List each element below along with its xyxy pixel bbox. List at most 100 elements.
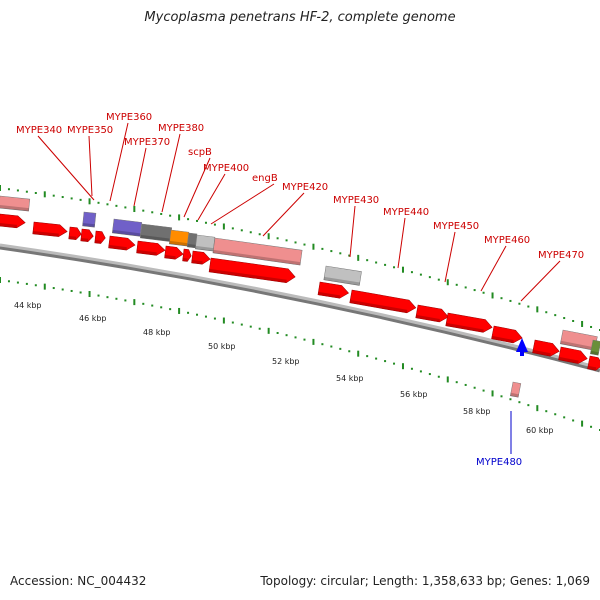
kbp-tick-label: 60 kbp bbox=[526, 426, 554, 435]
inner-ring-tick bbox=[240, 323, 243, 326]
outer-ring-tick bbox=[455, 283, 458, 286]
inner-ring-tick bbox=[482, 389, 485, 392]
outer-ring-tick bbox=[213, 223, 216, 226]
inner-ring-tick bbox=[231, 321, 234, 324]
outer-ring-tick bbox=[527, 305, 530, 308]
outer-ring-tick bbox=[151, 211, 154, 214]
outer-ring-tick bbox=[249, 231, 252, 234]
feature-cds bbox=[94, 230, 106, 244]
outer-ring-tick bbox=[410, 271, 413, 274]
inner-ring-tick bbox=[61, 288, 64, 291]
outer-ring-tick bbox=[7, 188, 10, 191]
kbp-tick-label: 54 kbp bbox=[336, 374, 364, 383]
gene-label: MYPE480 bbox=[476, 457, 522, 468]
feature-blue-arrow bbox=[516, 338, 528, 356]
outer-ring-tick bbox=[401, 266, 404, 273]
outer-ring-tick bbox=[428, 276, 431, 279]
inner-ring-tick bbox=[70, 289, 73, 292]
leader-line bbox=[349, 205, 356, 258]
leader-line bbox=[480, 245, 507, 292]
outer-ring-tick bbox=[240, 229, 243, 232]
gene-labels: MYPE340 MYPE350 MYPE360 MYPE370 MYPE380 scpB M… bbox=[16, 112, 584, 468]
outer-ring-tick bbox=[124, 206, 127, 209]
feature-cds bbox=[558, 346, 588, 364]
inner-ring-tick bbox=[563, 416, 566, 419]
feature-cds bbox=[445, 312, 493, 333]
feature-cds bbox=[164, 245, 184, 260]
inner-ring-tick bbox=[169, 308, 172, 311]
accession-text: Accession: NC_004432 bbox=[10, 574, 147, 588]
inner-ring-tick bbox=[7, 280, 10, 283]
feature-purple bbox=[82, 211, 97, 228]
gene-label: MYPE460 bbox=[484, 235, 530, 246]
inner-ring-tick bbox=[88, 291, 91, 298]
inner-ring-tick bbox=[384, 360, 387, 363]
feature-cds bbox=[532, 339, 560, 357]
inner-ring-tick bbox=[527, 404, 530, 407]
outer-ring-tick bbox=[187, 218, 190, 221]
outer-ring-tick bbox=[0, 185, 1, 191]
outer-ring-tick bbox=[204, 221, 207, 224]
inner-ring-tick bbox=[321, 343, 324, 346]
inner-ring-tick bbox=[124, 299, 127, 302]
inner-ring-tick bbox=[348, 350, 351, 353]
outer-ring-tick bbox=[321, 247, 324, 250]
kbp-tick-label: 50 kbp bbox=[208, 342, 236, 351]
outer-ring-tick bbox=[70, 197, 73, 200]
leader-line bbox=[161, 133, 181, 213]
kbp-tick-label: 46 kbp bbox=[79, 314, 107, 323]
feature-cds bbox=[108, 235, 136, 251]
outer-ring-tick bbox=[79, 198, 82, 201]
inner-ring-tick bbox=[213, 317, 216, 320]
feature-cds bbox=[491, 325, 523, 344]
kbp-scale-labels: 44 kbp 46 kbp 48 kbp 50 kbp 52 kbp 54 kbp 56 k… bbox=[14, 301, 554, 435]
outer-ring-tick bbox=[464, 286, 467, 289]
outer-ring-tick bbox=[133, 206, 136, 213]
outer-ring-tick bbox=[160, 212, 163, 215]
leader-line bbox=[444, 231, 456, 283]
inner-ring-tick bbox=[393, 362, 396, 365]
inner-ring-tick bbox=[258, 327, 261, 330]
inner-ring-tick bbox=[204, 315, 207, 318]
outer-ring-tick bbox=[276, 237, 279, 240]
feature-cds bbox=[208, 257, 296, 283]
feature-cds bbox=[68, 226, 82, 240]
inner-ring-tick bbox=[16, 281, 19, 284]
inner-ring-tick bbox=[160, 306, 163, 309]
outer-ring-tick bbox=[446, 279, 449, 286]
kbp-tick-label: 48 kbp bbox=[143, 328, 171, 337]
outer-ring-tick bbox=[97, 201, 100, 204]
outer-ring-tick bbox=[473, 289, 476, 292]
inner-ring-tick bbox=[52, 287, 55, 290]
feature-cds bbox=[587, 355, 600, 371]
outer-ring-tick bbox=[339, 252, 342, 255]
outer-ring-tick bbox=[545, 311, 548, 314]
gene-label: scpB bbox=[188, 147, 212, 158]
inner-ring-tick bbox=[464, 383, 467, 386]
feature-pseudo bbox=[212, 237, 303, 266]
inner-ring-tick bbox=[0, 277, 1, 283]
inner-ring-tick bbox=[366, 355, 369, 358]
leader-line bbox=[37, 135, 95, 201]
gene-label: MYPE450 bbox=[433, 221, 479, 232]
leader-line bbox=[133, 147, 147, 207]
outer-ring-tick bbox=[16, 189, 19, 192]
inner-ring-tick bbox=[401, 363, 404, 370]
gene-label: MYPE440 bbox=[383, 207, 429, 218]
gene-label: MYPE400 bbox=[203, 163, 249, 174]
outer-ring-tick bbox=[43, 191, 46, 198]
inner-ring-tick bbox=[357, 350, 360, 357]
inner-ring-tick bbox=[536, 405, 539, 412]
inner-ring-tick bbox=[491, 390, 494, 397]
inner-ring-tick bbox=[303, 338, 306, 341]
outer-ring-tick bbox=[375, 261, 378, 264]
gene-label: MYPE470 bbox=[538, 250, 584, 261]
outer-ring-tick bbox=[61, 196, 64, 199]
inner-ring-tick bbox=[554, 413, 557, 416]
feature-cds bbox=[415, 304, 449, 323]
leader-line bbox=[183, 157, 211, 218]
outer-ring-tick bbox=[393, 266, 396, 269]
feature-cds bbox=[349, 289, 417, 314]
inner-ring-tick bbox=[518, 401, 521, 404]
